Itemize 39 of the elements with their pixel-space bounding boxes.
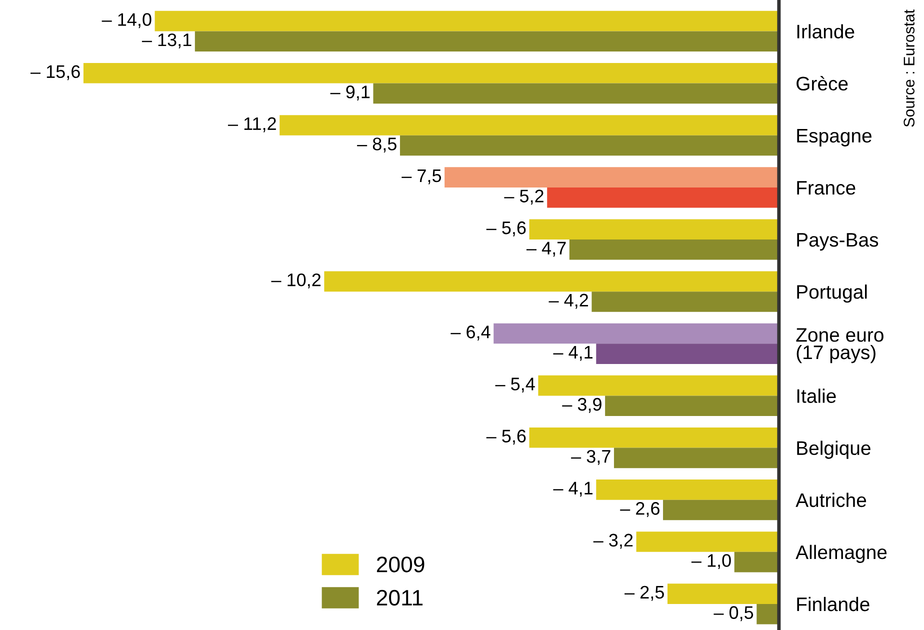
data-label: – 4,7 xyxy=(526,242,566,257)
data-label: – 2,6 xyxy=(620,502,660,517)
data-label: – 5,6 xyxy=(486,221,526,236)
data-label: – 4,1 xyxy=(553,346,592,361)
y-tick-label: Pays-Bas xyxy=(797,233,878,251)
data-label: – 6,4 xyxy=(450,326,490,340)
data-label: – 5,2 xyxy=(504,190,544,205)
y-tick-label: Irlande xyxy=(797,24,854,38)
data-label: – 10,2 xyxy=(271,273,321,288)
y-tick-label: Allemagne xyxy=(796,544,887,563)
data-label: – 2,5 xyxy=(624,586,664,601)
y-tick-label: Espagne xyxy=(797,129,872,146)
data-label: – 3,7 xyxy=(571,450,610,465)
data-label: – 9,1 xyxy=(330,86,370,100)
y-tick-label: Grèce xyxy=(796,76,848,91)
y-tick-label: Italie xyxy=(797,388,836,403)
legend-label: 2011 xyxy=(376,590,423,606)
y-tick-label: Belgique xyxy=(797,440,870,459)
data-label: – 13,1 xyxy=(142,33,192,48)
data-label: – 5,4 xyxy=(495,378,535,393)
y-tick-label: Autriche xyxy=(796,492,866,508)
legend-label: 2009 xyxy=(376,556,424,572)
y-tick-label: France xyxy=(797,181,856,195)
data-label: – 3,2 xyxy=(593,534,633,549)
data-label: – 4,2 xyxy=(548,294,588,309)
source-note: Source : Eurostat xyxy=(904,10,915,127)
data-label: – 5,6 xyxy=(486,430,526,445)
data-label: – 0,5 xyxy=(714,606,754,622)
data-label: – 4,1 xyxy=(553,482,592,497)
data-label: – 15,6 xyxy=(30,65,80,80)
y-tick-label: Finlande xyxy=(797,596,870,612)
data-label: – 11,2 xyxy=(228,117,276,132)
data-label: – 8,5 xyxy=(357,138,396,153)
data-label: – 3,9 xyxy=(562,398,602,413)
data-label: – 14,0 xyxy=(102,13,152,28)
y-tick-label: Portugal xyxy=(797,284,867,303)
data-label: – 1,0 xyxy=(691,554,731,570)
y-tick-label: Zone euro (17 pays) xyxy=(796,328,884,364)
data-label: – 7,5 xyxy=(402,170,442,184)
